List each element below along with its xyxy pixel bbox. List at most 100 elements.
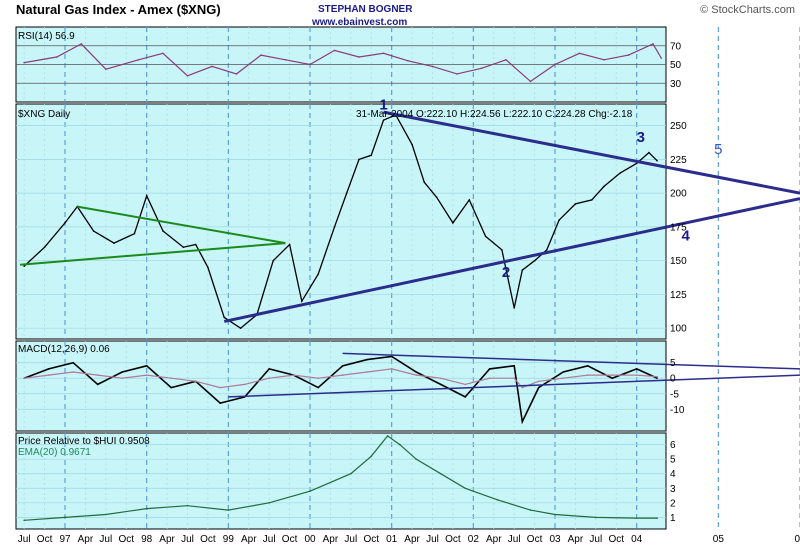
- data-point: [341, 374, 344, 376]
- data-point: [452, 222, 454, 224]
- data-point: [464, 396, 467, 398]
- data-point: [488, 377, 491, 380]
- data-point: [223, 316, 225, 319]
- x-tick-label: Oct: [200, 534, 216, 545]
- y-tick-label: 1: [670, 513, 676, 524]
- x-tick-label: 06: [794, 534, 800, 545]
- data-point: [145, 507, 148, 510]
- data-point: [292, 374, 295, 376]
- x-tick-label: Oct: [282, 534, 298, 545]
- data-point: [288, 243, 291, 246]
- data-point: [268, 377, 271, 380]
- data-point: [399, 443, 401, 446]
- y-tick-label: 70: [670, 41, 682, 52]
- data-point: [145, 195, 148, 197]
- data-point: [464, 383, 467, 386]
- series-line: [24, 368, 658, 389]
- y-tick-label: 0: [670, 374, 676, 385]
- data-point: [56, 56, 58, 58]
- x-tick-label: Oct: [37, 534, 53, 545]
- data-point: [439, 472, 442, 475]
- support-trendline: [223, 197, 800, 323]
- trendlines: [20, 110, 800, 398]
- data-point: [145, 365, 148, 367]
- data-point: [611, 374, 613, 376]
- data-point: [72, 361, 74, 364]
- data-point: [558, 219, 560, 221]
- data-point: [243, 383, 246, 386]
- data-point: [268, 502, 271, 504]
- chart-title: Natural Gas Index - Amex ($XNG): [16, 2, 221, 17]
- relative-strength-panel: [15, 432, 667, 530]
- data-point: [439, 383, 442, 386]
- wave-label: 2: [502, 264, 510, 281]
- data-point: [382, 119, 385, 121]
- price-label: $XNG Daily: [18, 109, 70, 120]
- x-tick-label: 00: [304, 534, 316, 545]
- data-point: [603, 59, 605, 61]
- y-tick-label: 175: [670, 222, 687, 233]
- macd-lower-trendline: [228, 374, 800, 398]
- data-point: [162, 52, 164, 55]
- data-point: [333, 226, 336, 228]
- data-point: [627, 54, 630, 56]
- data-point: [170, 386, 172, 389]
- data-point: [411, 143, 413, 146]
- data-point: [537, 380, 540, 383]
- data-point: [464, 487, 467, 490]
- data-point: [23, 61, 26, 64]
- data-point: [390, 355, 393, 358]
- data-point: [358, 56, 360, 58]
- data-point: [435, 196, 438, 198]
- macd-panel: [15, 340, 667, 432]
- data-point: [301, 300, 303, 303]
- data-point: [47, 374, 50, 376]
- data-point: [586, 365, 589, 367]
- x-tick-label: Apr: [78, 534, 94, 545]
- data-point: [533, 259, 536, 262]
- data-point: [341, 365, 344, 367]
- data-point: [43, 246, 46, 248]
- data-point: [656, 375, 658, 378]
- data-point: [92, 230, 95, 232]
- x-tick-label: Oct: [445, 534, 461, 545]
- x-tick-label: 03: [549, 534, 561, 545]
- data-point: [370, 455, 373, 458]
- x-tick-label: Jul: [18, 534, 31, 545]
- data-point: [121, 377, 123, 380]
- triangle-upper-line: [77, 205, 286, 245]
- data-point: [586, 374, 589, 376]
- data-point: [133, 232, 136, 235]
- x-tick-label: 98: [141, 534, 153, 545]
- x-tick-label: Apr: [323, 534, 339, 545]
- data-point: [529, 80, 532, 83]
- data-point: [309, 490, 311, 493]
- data-point: [423, 181, 426, 184]
- y-tick-label: 5: [670, 455, 676, 466]
- data-point: [317, 377, 320, 380]
- wave-label: 4: [681, 227, 690, 244]
- website-label: www.ebainvest.com: [311, 17, 407, 28]
- data-point: [211, 65, 213, 68]
- data-point: [386, 435, 389, 437]
- x-tick-label: Oct: [118, 534, 134, 545]
- data-point: [113, 242, 115, 244]
- data-point: [309, 63, 311, 66]
- y-tick-label: 30: [670, 79, 682, 90]
- y-tick-label: 6: [670, 440, 676, 451]
- y-tick-label: 2: [670, 498, 676, 509]
- data-point: [635, 374, 638, 376]
- data-point: [235, 73, 238, 75]
- data-point: [407, 60, 409, 62]
- data-point: [182, 246, 185, 248]
- data-point: [415, 371, 418, 373]
- data-point: [186, 75, 189, 77]
- data-point: [591, 199, 593, 201]
- data-point: [260, 54, 262, 56]
- data-point: [648, 151, 650, 154]
- data-point: [23, 265, 26, 267]
- y-tick-label: -10: [670, 405, 685, 416]
- data-point: [64, 222, 66, 224]
- data-point: [207, 266, 209, 269]
- x-tick-label: Apr: [568, 534, 584, 545]
